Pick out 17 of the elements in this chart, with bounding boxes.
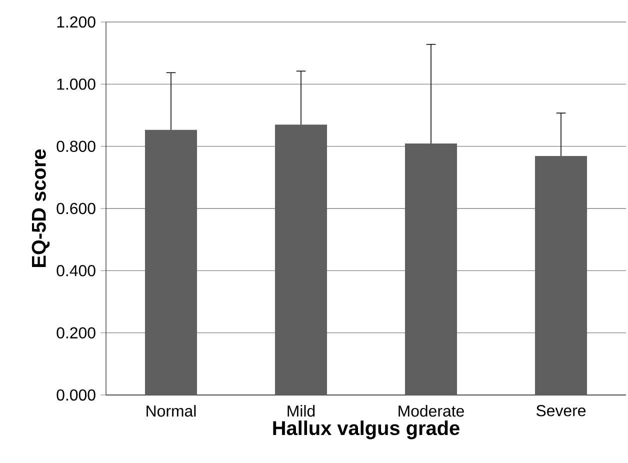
y-tick-label: 0.400 (56, 265, 96, 276)
y-tick-label: 1.200 (57, 16, 96, 28)
x-tick-label: Normal (146, 405, 196, 417)
y-tick-label: 1.000 (57, 78, 96, 90)
x-tick-label: Severe (536, 405, 586, 416)
bar (145, 130, 197, 395)
y-axis-title: EQ-5D score (32, 149, 50, 267)
y-tick-label: 0.000 (56, 389, 96, 401)
y-tick-label: 0.600 (56, 202, 96, 214)
bar (275, 124, 327, 395)
x-tick-label: Moderate (398, 405, 464, 417)
x-axis-title: Hallux valgus grade (273, 420, 460, 440)
y-tick-label: 0.200 (56, 327, 96, 338)
x-tick-label: Mild (288, 405, 315, 417)
y-tick-label: 0.800 (56, 140, 96, 152)
bar (405, 144, 458, 395)
bar (535, 156, 588, 395)
